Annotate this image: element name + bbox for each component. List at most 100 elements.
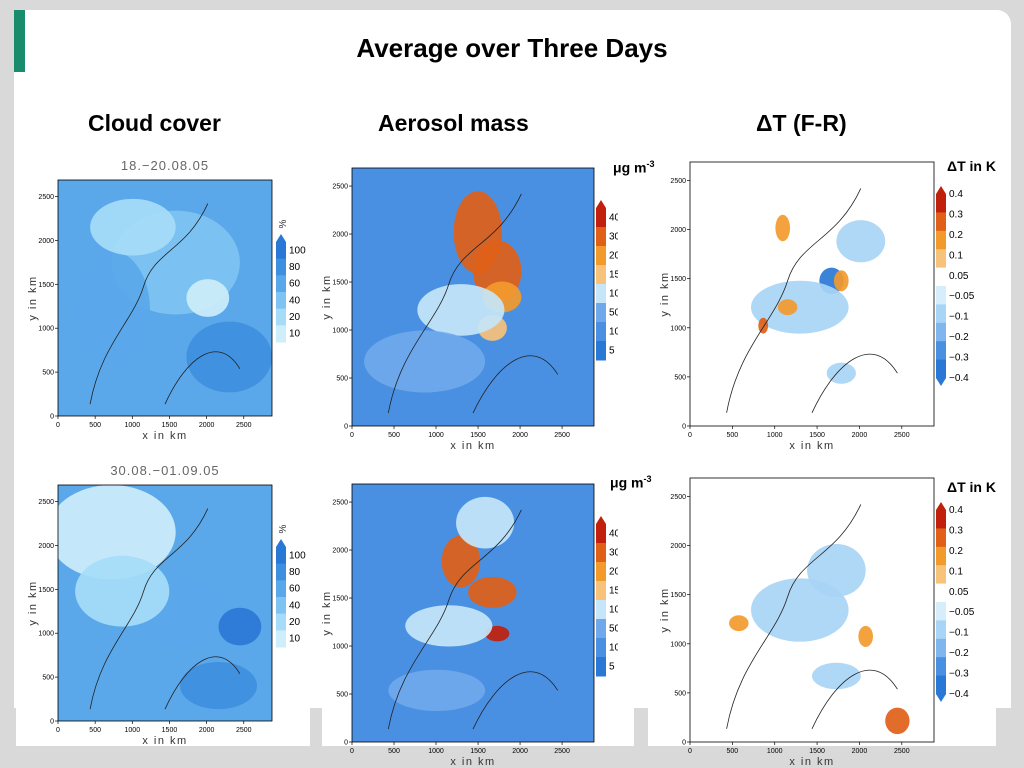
colorbar-segment xyxy=(936,359,946,379)
colorbar-segment xyxy=(596,543,606,563)
plot-frame xyxy=(689,477,935,743)
x-tick-label: 1000 xyxy=(428,432,444,439)
coastline xyxy=(387,193,522,414)
coastline xyxy=(726,188,862,413)
x-tick-label: 1000 xyxy=(125,422,141,429)
map-contour-region xyxy=(417,284,505,336)
coastline xyxy=(726,504,862,729)
colorbar-level-label: 0.1 xyxy=(949,566,963,577)
x-tick-label: 500 xyxy=(388,748,400,755)
y-tick-label: 2500 xyxy=(38,499,54,506)
colorbar-segment xyxy=(936,620,946,640)
colorbar-level-label: 0.05 xyxy=(949,587,969,598)
y-tick-label: 500 xyxy=(336,692,348,699)
y-tick-label: 0 xyxy=(50,414,54,421)
y-tick-label: 2500 xyxy=(332,184,348,191)
y-tick-label: 2500 xyxy=(670,178,686,185)
map-field-shading xyxy=(364,191,559,414)
y-tick-label: 2000 xyxy=(332,232,348,239)
x-tick-label: 0 xyxy=(688,748,692,755)
colorbar-level-label: −0.2 xyxy=(949,648,969,659)
panel-aerosol-1: 0 500 1000 1500 2000 2500 0 500 1000 1500 2000 2500… xyxy=(318,150,618,450)
y-tick-label: 1500 xyxy=(670,592,686,599)
colorbar-segment xyxy=(596,562,606,582)
colorbar-segment xyxy=(936,304,946,324)
map-contour-region xyxy=(72,250,151,369)
colorbar-segment xyxy=(276,597,286,615)
x-tick-label: 500 xyxy=(89,727,101,734)
colorbar-segment xyxy=(276,613,286,631)
y-tick-label: 1500 xyxy=(332,596,348,603)
colorbar-bottom-arrow xyxy=(936,694,946,702)
colorbar-segment xyxy=(936,602,946,621)
colorbar-segment xyxy=(276,580,286,598)
colorbar-level-label: 100 xyxy=(609,289,618,300)
colorbar-segment xyxy=(276,630,286,648)
colorbar-level-label: 10 xyxy=(289,634,301,645)
y-axis-label: y in km xyxy=(321,274,333,319)
colorbar-level-label: 60 xyxy=(289,584,301,595)
y-tick-label: 2500 xyxy=(332,500,348,507)
colorbar-segment xyxy=(596,600,606,620)
cloud-cover-map-2: 0 500 1000 1500 2000 2500 0 500 1000 1500 2000 2500… xyxy=(27,463,306,747)
colorbar-bottom-arrow xyxy=(936,378,946,386)
y-tick-label: 2000 xyxy=(38,238,54,245)
x-tick-label: 500 xyxy=(727,748,739,755)
delta-t-unit-label-1: ΔT in K xyxy=(944,156,999,176)
colorbar-level-label: 400 xyxy=(609,213,618,224)
x-tick-label: 2500 xyxy=(894,748,910,755)
colorbar-level-label: 80 xyxy=(289,567,301,578)
colorbar-level-label: 200 xyxy=(609,567,618,578)
colorbar-level-label: 60 xyxy=(289,279,301,290)
colorbar-segment xyxy=(936,194,946,213)
colorbar-segment xyxy=(276,242,286,260)
panel-delta-t-1: 0 500 1000 1500 2000 2500 0 500 1000 1500 2000 2500… xyxy=(652,150,992,450)
y-tick-label: 1000 xyxy=(38,326,54,333)
panel-cloud-1: 0 500 1000 1500 2000 2500 0 500 1000 1500 2000 2500… xyxy=(18,150,310,442)
colorbar-segment xyxy=(936,249,946,269)
colorbar-segment xyxy=(276,275,286,293)
delta-t-map-2: 0 500 1000 1500 2000 2500 0 500 1000 1500 2000 2500… xyxy=(659,477,975,766)
plot-frame xyxy=(351,483,595,743)
map-contour-region xyxy=(186,321,272,393)
colorbar-segment xyxy=(936,528,946,548)
coastline xyxy=(164,656,241,710)
column-title-delta-t: ΔT (F-R) xyxy=(756,110,847,136)
colorbar-top-arrow xyxy=(276,234,286,242)
map-contour-region xyxy=(729,615,749,632)
coastline xyxy=(387,509,522,730)
x-axis-label: x in km xyxy=(142,735,187,747)
colorbar-top-arrow xyxy=(276,539,286,547)
x-tick-label: 2000 xyxy=(512,748,528,755)
colorbar-segment xyxy=(596,227,606,247)
column-title-cloud: Cloud cover xyxy=(88,110,221,136)
page-title: Average over Three Days xyxy=(356,33,668,63)
y-tick-label: 0 xyxy=(344,740,348,747)
coastline xyxy=(89,508,209,710)
colorbar-level-label: 10 xyxy=(609,643,618,654)
colorbar-level-label: 20 xyxy=(289,617,301,628)
plot-frame xyxy=(689,161,935,427)
colorbar-segment xyxy=(276,547,286,565)
delta-t-map-1: 0 500 1000 1500 2000 2500 0 500 1000 1500 2000 2500… xyxy=(659,161,975,450)
colorbar-segment xyxy=(936,510,946,529)
map-contour-region xyxy=(75,555,170,627)
colorbar-segment xyxy=(596,322,606,342)
map-contour-region xyxy=(58,485,176,580)
colorbar-level-label: 200 xyxy=(609,251,618,262)
delta-t-unit-label-2: ΔT in K xyxy=(944,477,999,497)
colorbar-level-label: 0.2 xyxy=(949,546,963,557)
y-tick-label: 1000 xyxy=(332,644,348,651)
colorbar-level-label: 80 xyxy=(289,262,301,273)
y-tick-label: 500 xyxy=(674,374,686,381)
map-contour-region xyxy=(775,214,791,242)
colorbar-level-label: 0.05 xyxy=(949,271,969,282)
map-contour-region xyxy=(441,535,481,588)
y-tick-label: 0 xyxy=(344,424,348,431)
colorbar-segment xyxy=(596,246,606,266)
x-tick-label: 1500 xyxy=(809,748,825,755)
colorbar-level-label: 10 xyxy=(289,329,301,340)
x-tick-label: 0 xyxy=(56,727,60,734)
map-contour-region xyxy=(405,605,493,647)
y-tick-label: 0 xyxy=(682,424,686,431)
